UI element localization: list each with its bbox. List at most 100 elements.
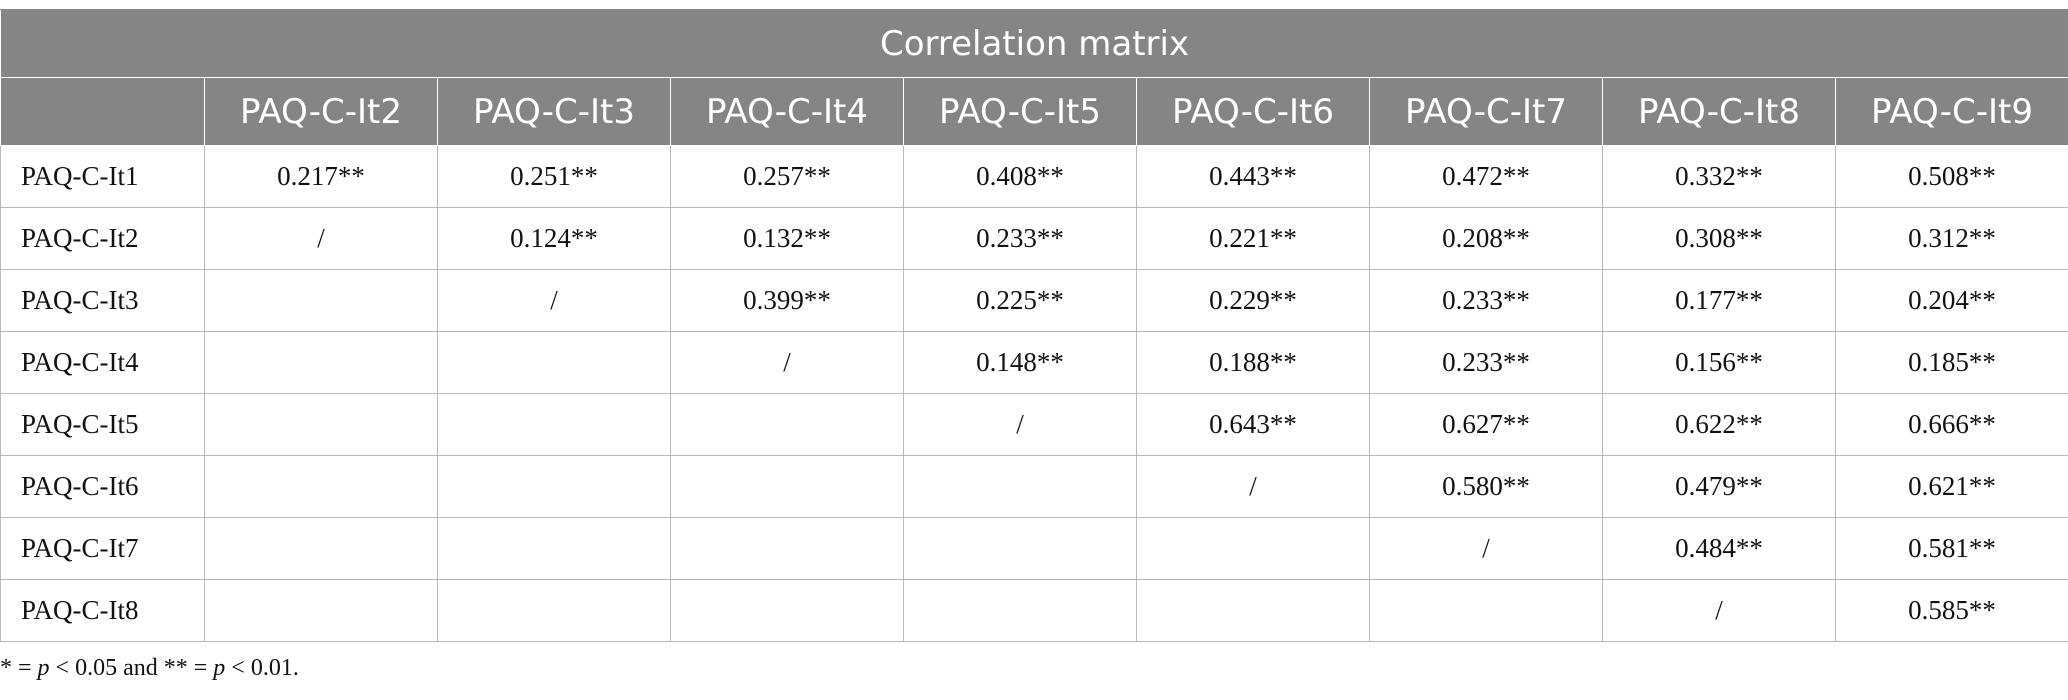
table-row: PAQ-C-It4 /0.148** 0.188** 0.233** 0.156** 0.… [0, 331, 2068, 394]
empty-cell [204, 393, 438, 456]
cell: / [670, 331, 904, 394]
row-header: PAQ-C-It8 [0, 579, 205, 642]
cell: 0.508** [1834, 145, 2068, 208]
table-body: PAQ-C-It1 0.217** 0.251** 0.257** 0.408** 0.4… [0, 145, 2068, 642]
cell: / [1369, 517, 1603, 580]
empty-cell [204, 517, 438, 580]
correlation-table: Correlation matrix PAQ-C-It2 PAQ-C-It3 PAQ… [0, 9, 2068, 642]
empty-cell [437, 517, 671, 580]
empty-cell [903, 517, 1137, 580]
empty-cell [204, 269, 438, 332]
table-row: PAQ-C-It7 /0.484** 0.581** [0, 517, 2068, 580]
cell: 0.124** [437, 207, 671, 270]
column-header: PAQ-C-It2 [204, 77, 438, 146]
cell: 0.185** [1834, 331, 2068, 394]
cell: 0.627** [1369, 393, 1603, 456]
cell: 0.177** [1602, 269, 1836, 332]
row-header: PAQ-C-It1 [0, 145, 205, 208]
column-header: PAQ-C-It9 [1834, 77, 2068, 146]
empty-cell [1136, 517, 1370, 580]
row-header: PAQ-C-It2 [0, 207, 205, 270]
cell: 0.257** [670, 145, 904, 208]
empty-cell [437, 331, 671, 394]
cell: 0.312** [1834, 207, 2068, 270]
footnote-part: p [213, 655, 226, 681]
cell: / [1136, 455, 1370, 518]
cell: 0.443** [1136, 145, 1370, 208]
cell: 0.233** [1369, 269, 1603, 332]
cell: 0.308** [1602, 207, 1836, 270]
cell: 0.585** [1834, 579, 2068, 642]
empty-cell [670, 517, 904, 580]
table-title: Correlation matrix [0, 9, 2068, 78]
empty-cell [204, 331, 438, 394]
cell: 0.479** [1602, 455, 1836, 518]
cell: 0.204** [1834, 269, 2068, 332]
empty-cell [204, 455, 438, 518]
cell: 0.148** [903, 331, 1137, 394]
cell: / [1602, 579, 1836, 642]
footnote-part: < 0.01. [225, 655, 299, 681]
cell: 0.229** [1136, 269, 1370, 332]
cell: 0.622** [1602, 393, 1836, 456]
footnote: * = p < 0.05 and ** = p < 0.01. [0, 655, 299, 682]
empty-cell [204, 579, 438, 642]
table-row: PAQ-C-It3/0.399** 0.225** 0.229** 0.233** 0.… [0, 269, 2068, 332]
cell: 0.621** [1834, 455, 2068, 518]
column-header: PAQ-C-It7 [1369, 77, 1603, 146]
cell: 0.132** [670, 207, 904, 270]
column-header: PAQ-C-It5 [903, 77, 1137, 146]
footnote-part: p [37, 655, 50, 681]
cell: 0.221** [1136, 207, 1370, 270]
cell: 0.643** [1136, 393, 1370, 456]
table-row: PAQ-C-It1 0.217** 0.251** 0.257** 0.408** 0.4… [0, 145, 2068, 208]
table-row: PAQ-C-It5 /0.643** 0.627** 0.622** 0.666** [0, 393, 2068, 456]
cell: 0.188** [1136, 331, 1370, 394]
row-header: PAQ-C-It7 [0, 517, 205, 580]
cell: 0.332** [1602, 145, 1836, 208]
cell: / [903, 393, 1137, 456]
empty-cell [670, 393, 904, 456]
cell: 0.217** [204, 145, 438, 208]
corner-cell [0, 77, 205, 146]
row-header: PAQ-C-It6 [0, 455, 205, 518]
empty-cell [437, 393, 671, 456]
cell: 0.581** [1834, 517, 2068, 580]
cell: 0.233** [1369, 331, 1603, 394]
empty-cell [1369, 579, 1603, 642]
column-header: PAQ-C-It3 [437, 77, 671, 146]
empty-cell [1136, 579, 1370, 642]
cell: / [437, 269, 671, 332]
cell: 0.666** [1834, 393, 2068, 456]
cell: 0.225** [903, 269, 1137, 332]
cell: 0.251** [437, 145, 671, 208]
cell: 0.580** [1369, 455, 1603, 518]
cell: / [204, 207, 438, 270]
cell: 0.233** [903, 207, 1137, 270]
empty-cell [903, 579, 1137, 642]
footnote-part: * = [0, 655, 38, 681]
cell: 0.208** [1369, 207, 1603, 270]
empty-cell [437, 455, 671, 518]
footnote-part: < 0.05 and ** = [49, 655, 214, 681]
cell: 0.484** [1602, 517, 1836, 580]
table-row: PAQ-C-It2/0.124** 0.132** 0.233** 0.221** 0.… [0, 207, 2068, 270]
table-row: PAQ-C-It6 /0.580** 0.479** 0.621** [0, 455, 2068, 518]
cell: 0.472** [1369, 145, 1603, 208]
empty-cell [437, 579, 671, 642]
column-header: PAQ-C-It4 [670, 77, 904, 146]
table-row: PAQ-C-It8 /0.585** [0, 579, 2068, 642]
empty-cell [903, 455, 1137, 518]
row-header: PAQ-C-It3 [0, 269, 205, 332]
header-row: PAQ-C-It2 PAQ-C-It3 PAQ-C-It4 PAQ-C-It5 PAQ-… [0, 77, 2068, 146]
cell: 0.156** [1602, 331, 1836, 394]
row-header: PAQ-C-It4 [0, 331, 205, 394]
cell: 0.408** [903, 145, 1137, 208]
column-header: PAQ-C-It8 [1602, 77, 1836, 146]
row-header: PAQ-C-It5 [0, 393, 205, 456]
empty-cell [670, 455, 904, 518]
column-header: PAQ-C-It6 [1136, 77, 1370, 146]
cell: 0.399** [670, 269, 904, 332]
empty-cell [670, 579, 904, 642]
